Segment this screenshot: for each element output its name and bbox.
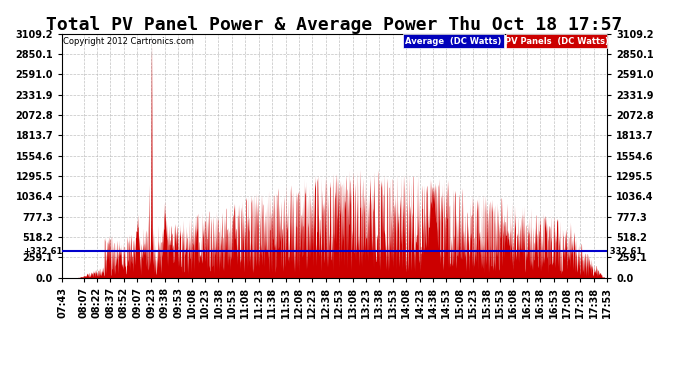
FancyBboxPatch shape [403, 34, 504, 48]
Title: Total PV Panel Power & Average Power Thu Oct 18 17:57: Total PV Panel Power & Average Power Thu… [46, 16, 623, 34]
FancyBboxPatch shape [506, 34, 607, 48]
Text: PV Panels  (DC Watts): PV Panels (DC Watts) [505, 37, 609, 46]
Text: Copyright 2012 Cartronics.com: Copyright 2012 Cartronics.com [63, 38, 194, 46]
Text: Average  (DC Watts): Average (DC Watts) [405, 37, 502, 46]
Text: +332.61: +332.61 [23, 247, 62, 256]
Text: 332.61: 332.61 [607, 247, 642, 256]
